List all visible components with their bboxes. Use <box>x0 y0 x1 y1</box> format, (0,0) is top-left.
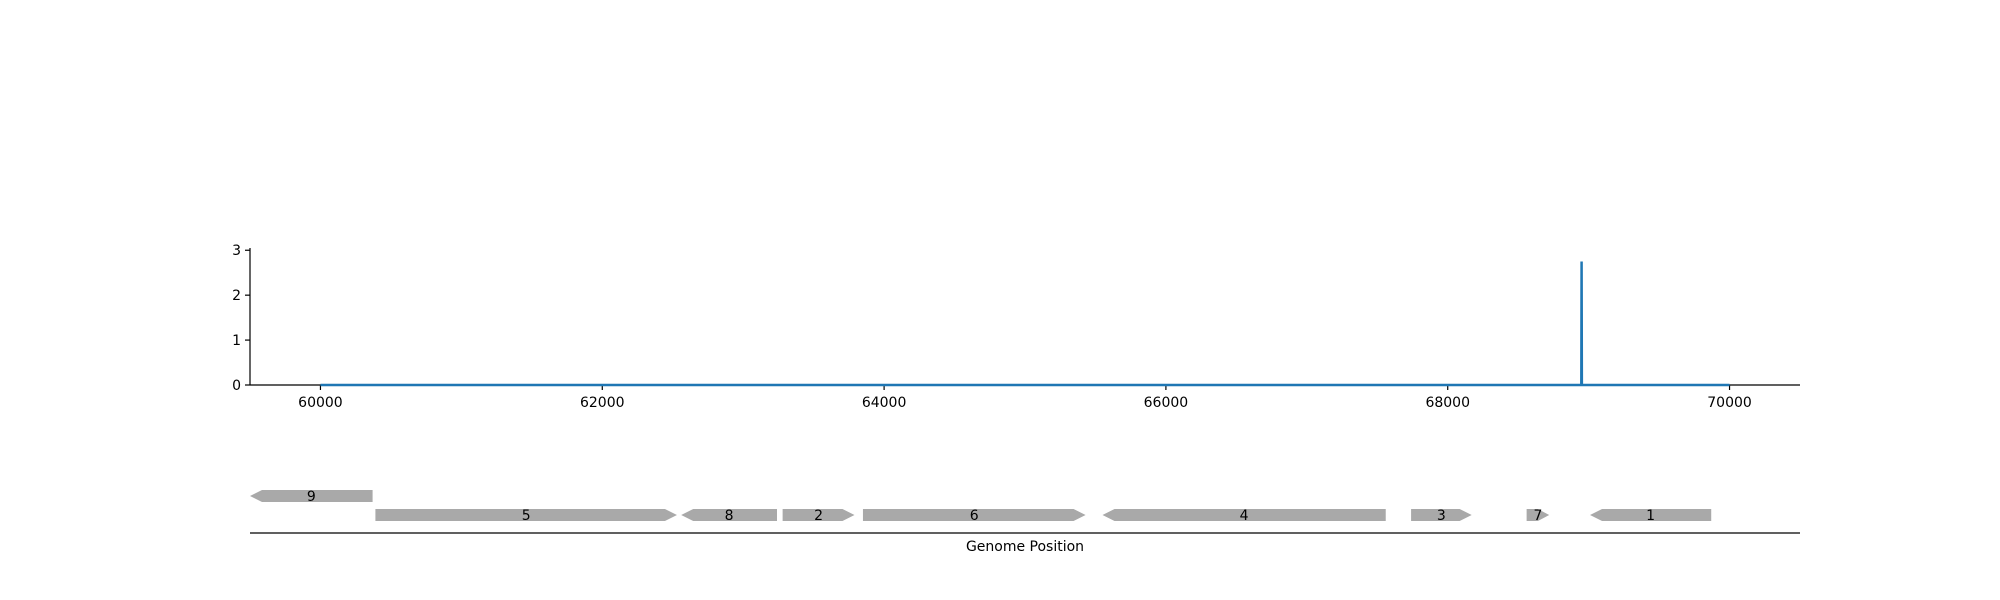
x-tick-label: 62000 <box>580 395 625 411</box>
x-tick-label: 64000 <box>862 395 907 411</box>
x-tick-label: 70000 <box>1707 395 1752 411</box>
x-tick-label: 68000 <box>1425 395 1470 411</box>
y-tick-label: 0 <box>232 378 241 394</box>
y-tick-label: 1 <box>232 333 241 349</box>
x-ticks: 60000 62000 64000 66000 68000 70000 <box>298 385 1752 411</box>
x-tick-label: 66000 <box>1144 395 1189 411</box>
y-tick-label: 3 <box>232 243 241 259</box>
gene-track-xlabel: Genome Position <box>966 539 1084 555</box>
gene-label: 1 <box>1646 508 1655 524</box>
coverage-plot: 0 1 2 3 60000 62000 64000 66000 68000 70000 <box>232 243 1800 411</box>
gene-label: 7 <box>1533 508 1542 524</box>
gene-arrow <box>1526 509 1550 521</box>
gene-label: 8 <box>725 508 734 524</box>
gene-label: 3 <box>1437 508 1446 524</box>
gene-arrow <box>681 509 777 521</box>
gene-arrow <box>250 490 373 502</box>
gene-arrow <box>1411 509 1472 521</box>
gene-label: 6 <box>970 508 979 524</box>
gene-label: 2 <box>814 508 823 524</box>
gene-arrow <box>782 509 855 521</box>
gene-track: 9 5 8 2 6 4 3 7 1 Genome Position <box>250 489 1800 555</box>
gene-arrow <box>862 509 1086 521</box>
x-tick-label: 60000 <box>298 395 343 411</box>
gene-label: 9 <box>307 489 316 505</box>
gene-arrows: 9 5 8 2 6 4 3 7 1 <box>250 489 1712 524</box>
gene-label: 4 <box>1240 508 1249 524</box>
y-tick-label: 2 <box>232 288 241 304</box>
y-ticks: 0 1 2 3 <box>232 243 250 394</box>
gene-label: 5 <box>522 508 531 524</box>
gene-arrow <box>1102 509 1386 521</box>
gene-arrow <box>1590 509 1712 521</box>
signal-series-line <box>320 261 1730 387</box>
gene-arrow <box>375 509 677 521</box>
